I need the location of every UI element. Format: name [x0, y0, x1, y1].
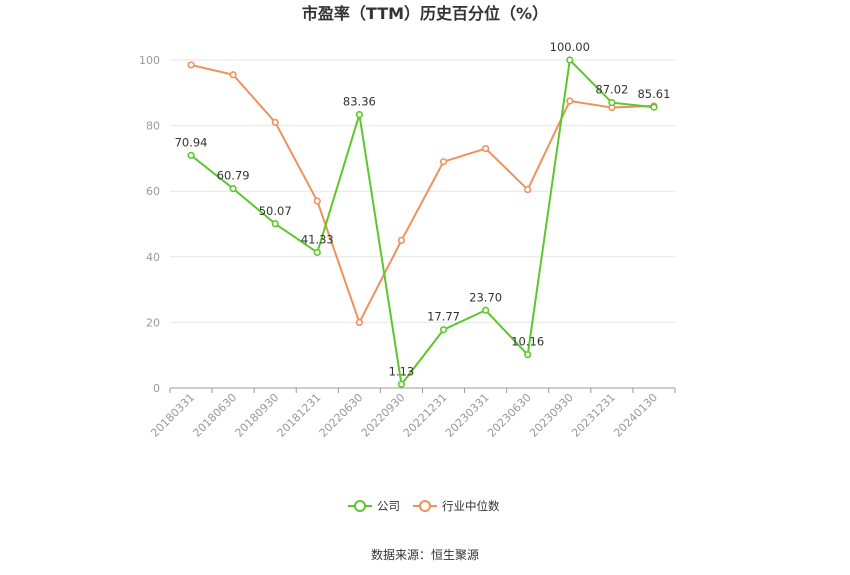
industry-median-point[interactable]: [397, 236, 406, 244]
x-tick-label: 20230630: [485, 391, 534, 440]
company-point[interactable]: [608, 98, 616, 107]
y-tick-label: 40: [146, 251, 160, 264]
legend-label: 行业中位数: [442, 499, 500, 513]
industry-median-point[interactable]: [187, 61, 195, 69]
industry-median-point[interactable]: [524, 185, 532, 194]
company-point[interactable]: [271, 220, 279, 228]
x-tick-label: 20231231: [569, 391, 618, 440]
y-axis: 0 20 40 60 80 100: [139, 54, 160, 395]
company-data-label: 60.79: [217, 169, 250, 183]
industry-median-point[interactable]: [482, 144, 490, 153]
y-tick-label: 100: [139, 54, 160, 67]
company-point[interactable]: [524, 351, 532, 359]
x-tick-label: 20240130: [611, 391, 660, 440]
company-data-label: 83.36: [343, 95, 376, 109]
company-data-label: 23.70: [469, 290, 502, 304]
company-point[interactable]: [650, 103, 658, 111]
company-point[interactable]: [355, 110, 363, 119]
legend-marker: [354, 500, 366, 512]
company-point[interactable]: [313, 248, 321, 257]
industry-median-series-line: [190, 63, 654, 324]
x-tick-label: 20180331: [148, 391, 197, 440]
grid-lines: [170, 59, 675, 323]
y-tick-label: 0: [153, 382, 160, 395]
company-data-label: 87.02: [595, 83, 628, 97]
company-data-label: 85.61: [637, 87, 670, 101]
x-axis: 2018033120180630201809302018123120220630…: [148, 387, 676, 440]
company-point[interactable]: [187, 151, 195, 159]
company-point[interactable]: [397, 380, 406, 388]
legend-label: 公司: [377, 499, 400, 513]
x-tick-label: 20180630: [190, 391, 239, 440]
company-point[interactable]: [566, 56, 574, 64]
company-point[interactable]: [229, 185, 237, 193]
company-data-label: 1.13: [389, 364, 415, 378]
chart-title: 市盈率（TTM）历史百分位（%）: [302, 4, 548, 23]
company-point[interactable]: [439, 326, 448, 334]
legend[interactable]: 公司 行业中位数: [348, 499, 500, 513]
legend-item-company[interactable]: 公司: [348, 499, 400, 513]
series-layer: [187, 56, 658, 388]
industry-median-point[interactable]: [566, 97, 574, 105]
x-tick-label: 20221231: [401, 391, 450, 440]
company-data-label: 41.33: [301, 232, 334, 246]
industry-median-point[interactable]: [355, 318, 363, 327]
x-tick-label: 20230930: [527, 391, 576, 440]
industry-median-point[interactable]: [313, 197, 321, 205]
data-labels: 70.94 60.79 50.07 41.33 83.36 1.13 17.77 23.70 1…: [175, 40, 671, 378]
industry-median-point[interactable]: [229, 71, 237, 79]
company-data-label: 100.00: [550, 40, 590, 54]
x-tick-label: 20220930: [359, 391, 408, 440]
x-tick-label: 20230331: [443, 391, 492, 440]
industry-median-point[interactable]: [439, 158, 448, 166]
company-data-label: 50.07: [259, 204, 292, 218]
y-tick-label: 60: [146, 185, 160, 198]
company-data-label: 70.94: [175, 135, 208, 149]
y-tick-label: 20: [146, 316, 160, 329]
x-tick-label: 20220630: [317, 391, 366, 440]
company-point[interactable]: [482, 306, 490, 314]
y-tick-label: 80: [146, 120, 160, 133]
company-data-label: 10.16: [511, 335, 544, 349]
x-tick-label: 20181231: [275, 391, 324, 440]
legend-item-industry-median[interactable]: 行业中位数: [413, 499, 500, 513]
legend-marker: [419, 500, 431, 512]
x-tick-label: 20180930: [233, 391, 282, 440]
industry-median-point[interactable]: [271, 118, 279, 126]
company-data-label: 17.77: [427, 310, 460, 324]
source-note: 数据来源：恒生聚源: [371, 547, 479, 562]
company-series-line: [190, 59, 655, 386]
